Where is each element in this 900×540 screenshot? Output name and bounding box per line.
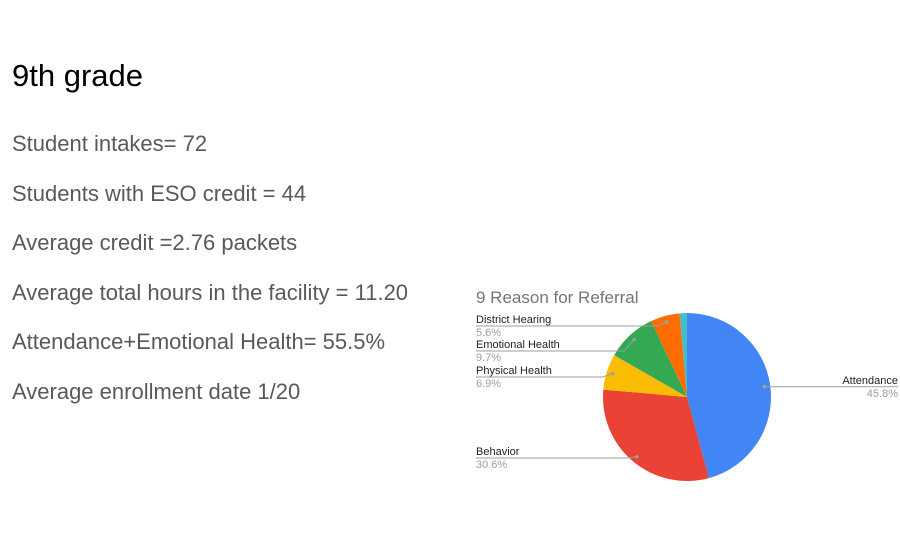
callout-dot-district-hearing	[664, 319, 669, 324]
pie-slices	[602, 312, 771, 481]
slice-value-physical-health: 6.9%	[476, 378, 501, 390]
pie-slice-physical-health	[603, 355, 687, 397]
stat-student-intakes: Student intakes= 72	[12, 131, 208, 156]
callout-dot-emotional-health	[632, 337, 636, 342]
slice-value-emotional-health: 9.7%	[476, 352, 501, 364]
callout-dot-behavior	[635, 455, 639, 459]
callout-dot-physical-health	[610, 371, 615, 376]
callout-line-district-hearing	[476, 321, 667, 327]
callout-line-emotional-health	[476, 339, 635, 352]
callout-line-behavior	[476, 456, 637, 459]
pie-slice-other	[679, 312, 687, 397]
callout-dot-attendance	[762, 384, 767, 389]
pie-slice-district-hearing	[651, 313, 687, 397]
stat-eso-credit: Students with ESO credit = 44	[12, 180, 307, 206]
callout-line-physical-health	[476, 373, 613, 378]
slice-label-emotional-health: Emotional Health	[476, 339, 560, 351]
slice-label-behavior: Behavior	[476, 446, 520, 458]
stat-enrollment-date: Average enrollment date 1/20	[12, 378, 301, 404]
slice-value-attendance: 45.8%	[867, 388, 898, 400]
slice-label-district-hearing: District Hearing	[476, 314, 551, 326]
slide-title: 9th grade	[12, 58, 143, 93]
slice-label-attendance: Attendance	[842, 375, 898, 387]
slice-value-behavior: 30.6%	[476, 459, 507, 471]
stats-list: Student intakes= 72 Students with ESO cr…	[12, 128, 408, 425]
chart-title: 9 Reason for Referral	[476, 288, 639, 307]
stat-average-credit: Average credit =2.76 packets	[12, 230, 298, 255]
pie-slice-attendance	[687, 313, 771, 479]
stat-average-hours: Average total hours in the facility = 11…	[12, 279, 409, 305]
stat-attendance-emotional: Attendance+Emotional Health= 55.5%	[12, 329, 386, 354]
slice-value-district-hearing: 5.6%	[476, 327, 501, 339]
slice-label-physical-health: Physical Health	[476, 365, 552, 377]
